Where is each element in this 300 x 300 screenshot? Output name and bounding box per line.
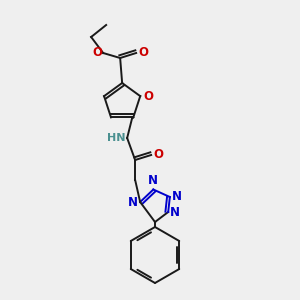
Text: O: O <box>92 46 102 59</box>
Text: O: O <box>153 148 163 161</box>
Text: N: N <box>172 190 182 203</box>
Text: N: N <box>170 206 180 218</box>
Text: N: N <box>128 196 138 208</box>
Text: HN: HN <box>107 133 125 143</box>
Text: N: N <box>148 175 158 188</box>
Text: O: O <box>143 90 153 103</box>
Text: O: O <box>138 46 148 59</box>
